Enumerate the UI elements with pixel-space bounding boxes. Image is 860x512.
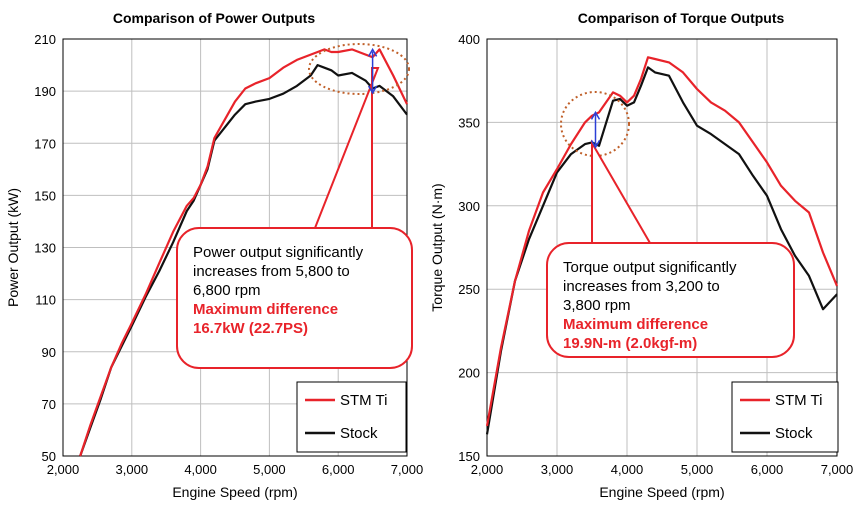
legend-label: Stock <box>775 425 813 442</box>
annotation-text: increases from 5,800 to <box>193 263 350 280</box>
y-tick-label: 170 <box>34 136 56 151</box>
y-axis-label: Torque Output (N·m) <box>429 183 445 311</box>
y-tick-label: 400 <box>458 32 480 47</box>
annotation-text: Torque output significantly <box>563 259 737 276</box>
y-tick-label: 210 <box>34 32 56 47</box>
x-tick-label: 6,000 <box>322 462 355 477</box>
x-tick-label: 4,000 <box>611 462 644 477</box>
y-tick-label: 70 <box>42 397 56 412</box>
y-tick-label: 150 <box>34 188 56 203</box>
x-tick-label: 7,000 <box>391 462 424 477</box>
series-line-stock <box>485 66 838 435</box>
arrow-head-top <box>590 110 601 120</box>
y-tick-label: 200 <box>458 366 480 381</box>
x-tick-label: 7,000 <box>821 462 854 477</box>
y-tick-label: 130 <box>34 241 56 256</box>
annotation-text: increases from 3,200 to <box>563 278 720 295</box>
x-tick-label: 3,000 <box>541 462 574 477</box>
legend-label: Stock <box>340 425 378 442</box>
plot-frame <box>486 38 838 457</box>
series-line-stm-ti <box>485 56 839 427</box>
arrow-head-top <box>367 47 378 57</box>
annotation-box <box>546 242 795 358</box>
annotation-highlight: 16.7kW (22.7PS) <box>193 320 308 337</box>
callout-pointer <box>314 67 380 229</box>
x-tick-label: 6,000 <box>751 462 784 477</box>
highlight-ellipse <box>308 43 410 95</box>
legend <box>731 381 839 453</box>
y-tick-label: 250 <box>458 282 480 297</box>
y-tick-label: 300 <box>458 199 480 214</box>
series-line-stock <box>79 63 408 457</box>
chart-title: Comparison of Power Outputs <box>113 10 315 26</box>
legend-label: STM Ti <box>775 392 823 409</box>
annotation-text: 6,800 rpm <box>193 282 261 299</box>
callout-pointer <box>591 139 651 244</box>
legend <box>296 381 407 453</box>
annotation-highlight: Maximum difference <box>563 316 708 333</box>
chart-1: Comparison of Power Outputs 2,000 3,000 4,0… <box>5 10 423 500</box>
y-tick-label: 110 <box>35 293 56 308</box>
y-tick-label: 50 <box>42 449 56 464</box>
x-tick-label: 2,000 <box>471 462 504 477</box>
x-tick-label: 5,000 <box>253 462 286 477</box>
y-tick-label: 350 <box>458 115 480 130</box>
x-tick-label: 3,000 <box>116 462 149 477</box>
annotation-highlight: 19.9N-m (2.0kgf-m) <box>563 335 697 352</box>
x-axis-label: Engine Speed (rpm) <box>172 484 297 500</box>
y-tick-label: 90 <box>42 345 56 360</box>
x-tick-label: 2,000 <box>47 462 80 477</box>
annotation-text: 3,800 rpm <box>563 297 631 314</box>
x-axis-label: Engine Speed (rpm) <box>599 484 724 500</box>
arrow-head-bottom <box>590 140 601 149</box>
y-tick-label: 190 <box>34 84 56 99</box>
arrow-head-bottom <box>367 85 378 95</box>
annotation-text: Power output significantly <box>193 244 364 261</box>
annotation-box <box>176 227 413 369</box>
x-tick-label: 5,000 <box>681 462 714 477</box>
series-line-stm-ti <box>79 48 408 457</box>
annotation-highlight: Maximum difference <box>193 301 338 318</box>
y-tick-label: 150 <box>458 449 480 464</box>
chart-title: Comparison of Torque Outputs <box>578 10 785 26</box>
legend-label: STM Ti <box>340 392 388 409</box>
y-axis-label: Power Output (kW) <box>5 188 21 307</box>
x-tick-label: 4,000 <box>184 462 217 477</box>
chart-2: Comparison of Torque Outputs 2,000 3,000 4,… <box>429 10 853 500</box>
